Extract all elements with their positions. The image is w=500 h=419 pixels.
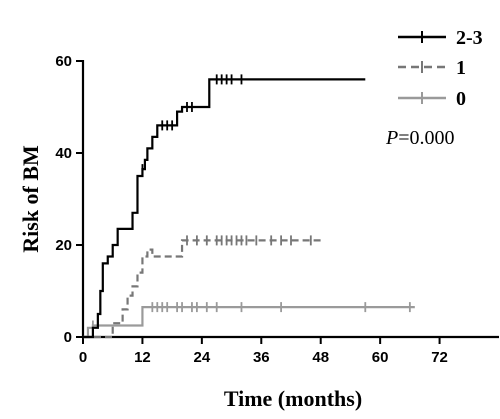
chart-legend: 2-3 1 0	[398, 27, 483, 110]
series-1	[83, 235, 321, 339]
y-axis-title: Risk of BM	[18, 145, 43, 253]
series-2-3	[83, 74, 366, 339]
p-value-symbol: P	[385, 127, 398, 149]
legend-item-2-3: 2-3	[398, 27, 483, 49]
x-axis-title: Time (months)	[224, 386, 362, 411]
y-tick-label: 20	[55, 237, 72, 254]
x-tick-label: 60	[372, 349, 389, 366]
legend-label: 0	[456, 88, 466, 110]
x-tick-label: 36	[253, 349, 270, 366]
y-tick-label: 40	[55, 145, 72, 162]
chart-series	[83, 74, 415, 339]
x-tick-label: 12	[134, 349, 151, 366]
y-tick-label: 0	[64, 329, 72, 346]
legend-item-0: 0	[398, 88, 466, 110]
chart-axes: 0 20 40 60 0 12 24 36 48 60 72	[55, 53, 499, 366]
legend-label: 1	[456, 57, 466, 79]
legend-item-1: 1	[398, 57, 466, 79]
series-0	[83, 302, 415, 339]
km-curve-1	[83, 239, 321, 339]
legend-label: 2-3	[456, 27, 483, 49]
y-tick-label: 60	[55, 53, 72, 70]
km-curve-2-3	[83, 78, 366, 339]
x-tick-label: 24	[194, 349, 211, 366]
p-value-number: =0.000	[398, 127, 454, 149]
x-tick-label: 0	[79, 349, 87, 366]
p-value-annotation: P=0.000	[385, 127, 455, 149]
x-tick-label: 72	[431, 349, 448, 366]
x-tick-label: 48	[312, 349, 329, 366]
